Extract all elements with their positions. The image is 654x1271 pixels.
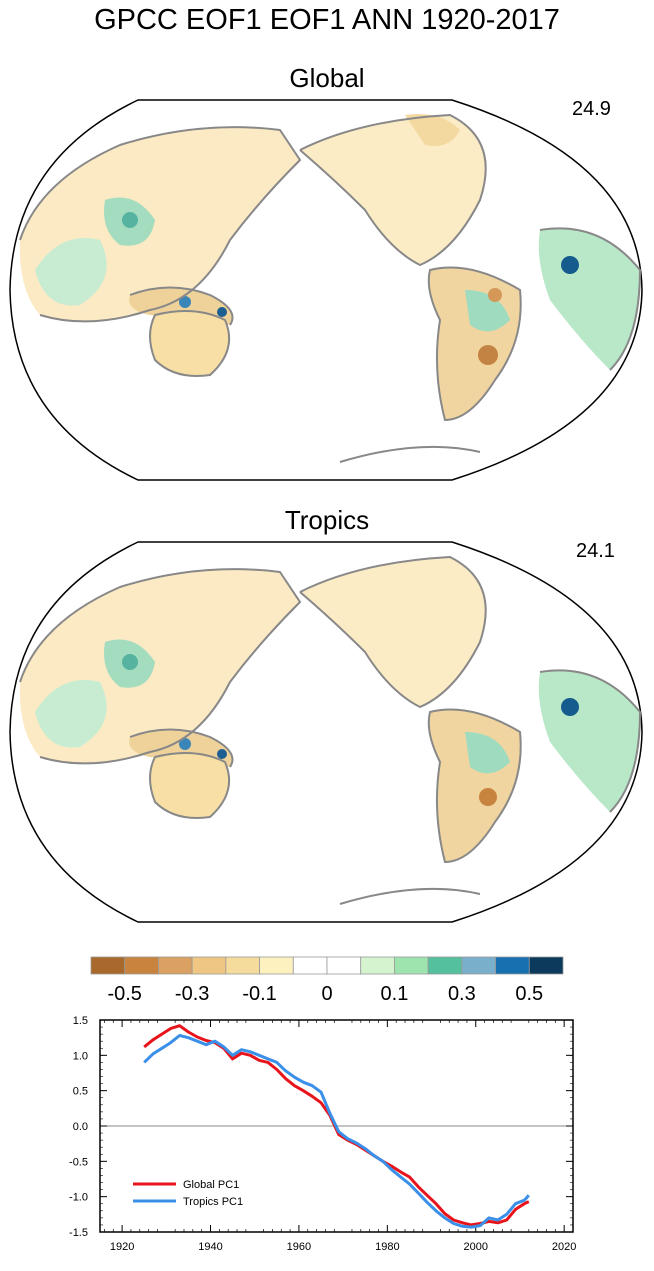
- panel-title-tropics: Tropics: [284, 505, 370, 535]
- y-tick-label: -0.5: [69, 1156, 88, 1168]
- colorbar-box: [191, 956, 227, 975]
- pc-timeseries-chart: 1920 1940 1960 1980 2000 2020 1.5 1.0 0.5 0.0 -0.5…: [69, 1015, 576, 1253]
- map-outline: [9, 541, 643, 923]
- x-tick-label: 2000: [464, 1241, 488, 1253]
- colorbar-box: [394, 956, 429, 975]
- coastlines: [19, 555, 642, 905]
- colorbar-box: [158, 956, 193, 975]
- colorbar-label: 0.1: [381, 983, 409, 1005]
- y-tick-label: 0.0: [73, 1121, 88, 1133]
- y-tick-label: 1.0: [73, 1050, 88, 1062]
- colorbar-box: [124, 956, 159, 975]
- y-tick-label: -1.5: [69, 1227, 88, 1239]
- precip-field: [19, 114, 640, 420]
- colorbar-box: [495, 956, 530, 975]
- variance-pct-global: 24.9: [572, 98, 611, 120]
- y-tick-label: 0.5: [73, 1086, 88, 1098]
- series-line-global-pc1: [143, 1024, 530, 1227]
- colorbar-box: [427, 956, 463, 975]
- variance-pct-tropics: 24.1: [576, 540, 615, 562]
- x-tick-label: 1940: [198, 1241, 222, 1253]
- colorbar-label: -0.3: [175, 983, 209, 1005]
- map-tropics: [9, 541, 643, 923]
- colorbar-box: [292, 956, 328, 975]
- colorbar-label: 0: [321, 983, 332, 1005]
- colorbar-box: [360, 956, 395, 975]
- colorbar-box: [461, 956, 496, 975]
- colorbar-box: [326, 956, 362, 975]
- legend-label: Tropics PC1: [183, 1196, 243, 1208]
- x-tick-label: 1980: [375, 1241, 399, 1253]
- colorbar-box: [90, 956, 126, 975]
- colorbar: -0.5 -0.3 -0.1 0 0.1 0.3 0.5: [90, 956, 564, 1005]
- map-outline: [9, 99, 643, 481]
- colorbar-box: [528, 956, 564, 975]
- series-line-tropics-pc1: [143, 1034, 530, 1229]
- colorbar-box: [225, 956, 260, 975]
- x-tick-label: 2020: [552, 1241, 576, 1253]
- colorbar-label: -0.5: [107, 983, 141, 1005]
- y-tick-label: 1.5: [73, 1015, 88, 1027]
- colorbar-label: 0.5: [515, 983, 543, 1005]
- colorbar-label: 0.3: [448, 983, 476, 1005]
- main-title: GPCC EOF1 EOF1 ANN 1920-2017: [94, 4, 560, 36]
- y-tick-label: -1.0: [69, 1192, 88, 1204]
- colorbar-label: -0.1: [242, 983, 276, 1005]
- x-tick-label: 1920: [110, 1241, 134, 1253]
- coastlines: [19, 113, 642, 463]
- legend-label: Global PC1: [183, 1179, 239, 1191]
- panel-title-global: Global: [289, 63, 365, 93]
- x-tick-label: 1960: [287, 1241, 311, 1253]
- colorbar-box: [259, 956, 294, 975]
- map-global: [9, 99, 643, 481]
- precip-field: [19, 557, 640, 862]
